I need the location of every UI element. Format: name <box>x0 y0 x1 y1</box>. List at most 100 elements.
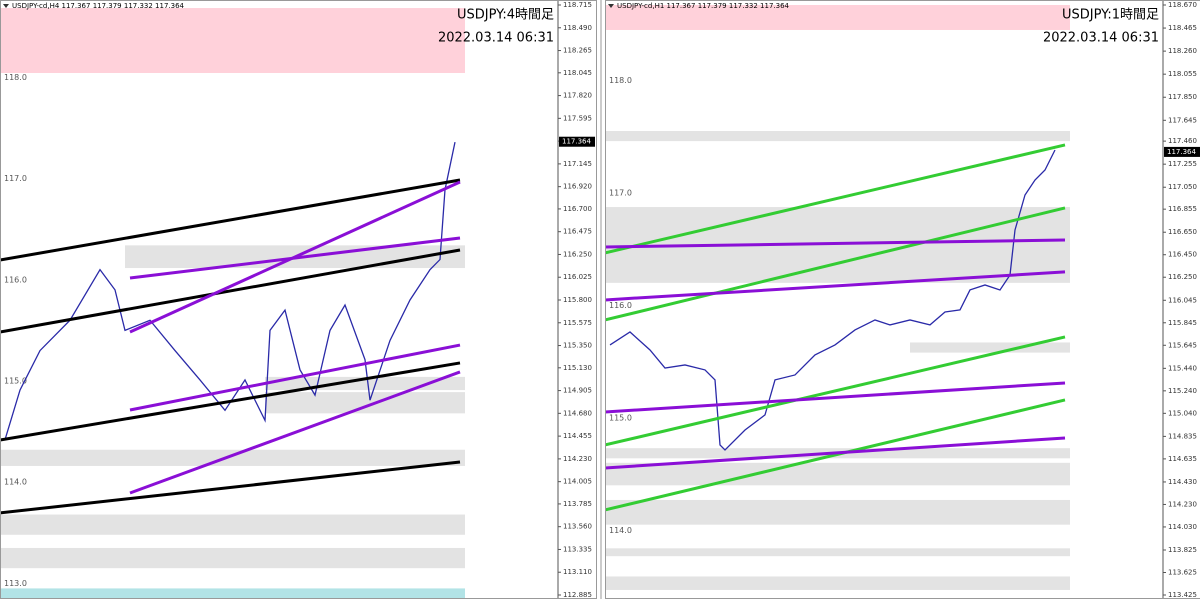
trend-line <box>0 460 461 515</box>
y-tick-label: 117.820 <box>563 92 592 100</box>
level-label: 113.0 <box>4 579 27 588</box>
y-tick-label: 116.250 <box>563 250 592 258</box>
chart-subtitle: 2022.03.14 06:31 <box>438 31 554 46</box>
header-arrow <box>3 4 9 8</box>
trend-line <box>605 238 1066 249</box>
trend-line <box>605 143 1066 255</box>
trend-line <box>129 343 461 412</box>
chart-subtitle: 2022.03.14 06:31 <box>1043 31 1159 46</box>
y-tick-label: 118.715 <box>563 1 592 9</box>
chart-header: USDJPY-cd,H1 117.367 117.379 117.332 117… <box>617 2 790 10</box>
price-zone <box>605 548 1070 557</box>
y-tick-label: 115.240 <box>1168 387 1197 395</box>
y-tick-label: 118.465 <box>1168 24 1197 32</box>
header-arrow <box>608 4 614 8</box>
level-label: 116.0 <box>609 301 632 310</box>
y-tick-label: 118.055 <box>1168 70 1197 78</box>
y-tick-label: 117.595 <box>563 114 592 122</box>
y-tick-label: 114.230 <box>1168 500 1197 508</box>
y-tick-label: 115.350 <box>563 342 592 350</box>
price-zone <box>605 462 1070 486</box>
price-zone <box>265 392 465 414</box>
chart-header: USDJPY-cd,H4 117.367 117.379 117.332 117… <box>12 2 185 10</box>
y-tick-label: 115.130 <box>563 364 592 372</box>
level-label: 115.0 <box>609 413 632 422</box>
chart-title: USDJPY:1時間足 <box>1062 8 1159 23</box>
y-tick-label: 117.850 <box>1168 93 1197 101</box>
trend-line <box>0 361 461 442</box>
last-price-box <box>1164 146 1200 157</box>
y-tick-label: 114.455 <box>563 432 592 440</box>
trend-line <box>129 180 461 334</box>
price-zone <box>605 207 1070 272</box>
price-zone <box>0 547 465 569</box>
y-tick-label: 115.645 <box>1168 341 1197 349</box>
level-label: 117.0 <box>609 188 632 197</box>
price-zone <box>605 5 1070 30</box>
y-tick-label: 114.030 <box>1168 523 1197 531</box>
trend-line <box>605 335 1066 447</box>
y-tick-label: 118.670 <box>1168 1 1197 9</box>
y-tick-label: 115.040 <box>1168 409 1197 417</box>
y-tick-label: 115.845 <box>1168 319 1197 327</box>
price-zone <box>605 576 1070 590</box>
price-zone <box>0 449 465 466</box>
price-line <box>4 141 456 440</box>
trend-line <box>605 270 1066 302</box>
y-tick-label: 115.440 <box>1168 364 1197 372</box>
y-tick-label: 116.855 <box>1168 205 1197 213</box>
plot-area: 118.0 117.0 116.0 115.0 114.0 113.0 <box>0 8 465 599</box>
y-tick-label: 117.145 <box>563 160 592 168</box>
y-tick-label: 114.430 <box>1168 478 1197 486</box>
level-label: 116.0 <box>4 275 27 284</box>
level-label: 117.0 <box>4 174 27 183</box>
y-tick-label: 118.045 <box>563 69 592 77</box>
y-tick-label: 117.050 <box>1168 183 1197 191</box>
y-tick-label: 113.625 <box>1168 569 1197 577</box>
y-tick-label: 118.490 <box>563 24 592 32</box>
level-label: 115.0 <box>4 376 27 385</box>
y-tick-label: 113.560 <box>563 523 592 531</box>
y-tick-label: 113.785 <box>563 500 592 508</box>
y-tick-label: 116.475 <box>563 228 592 236</box>
y-tick-label: 116.450 <box>1168 251 1197 259</box>
trend-line <box>0 248 461 334</box>
trend-line <box>605 381 1066 414</box>
y-tick-label: 115.800 <box>563 296 592 304</box>
y-tick-label: 117.645 <box>1168 116 1197 124</box>
y-tick-label: 114.635 <box>1168 455 1197 463</box>
level-label: 114.0 <box>4 478 27 487</box>
y-tick-label: 116.920 <box>563 183 592 191</box>
y-tick-label: 118.265 <box>563 47 592 55</box>
trend-line <box>605 436 1066 470</box>
last-price-label: 117.364 <box>1167 148 1196 156</box>
y-tick-label: 114.680 <box>563 409 592 417</box>
level-label: 118.0 <box>4 73 27 82</box>
trend-line <box>0 178 461 262</box>
chart-panel: 118.0 117.0 116.0 115.0 114.0 118.670 118.465 1… <box>605 0 1200 599</box>
y-tick-label: 116.045 <box>1168 296 1197 304</box>
price-zone <box>605 130 1070 142</box>
price-zone <box>0 8 465 74</box>
price-zone <box>0 588 465 599</box>
trend-line <box>605 398 1066 512</box>
y-tick-label: 113.110 <box>563 568 592 576</box>
y-tick-label: 117.460 <box>1168 137 1197 145</box>
chart-title: USDJPY:4時間足 <box>457 8 554 23</box>
y-tick-label: 116.025 <box>563 273 592 281</box>
y-tick-label: 113.335 <box>563 545 592 553</box>
chart-panel: 118.0 117.0 116.0 115.0 114.0 113.0 118.715 118… <box>0 0 597 599</box>
y-tick-label: 114.835 <box>1168 432 1197 440</box>
y-tick-label: 116.650 <box>1168 228 1197 236</box>
y-tick-label: 118.260 <box>1168 47 1197 55</box>
plot-area: 118.0 117.0 116.0 115.0 114.0 <box>605 5 1070 590</box>
last-price-label: 117.364 <box>562 138 591 146</box>
last-price-box <box>559 136 595 147</box>
y-tick-label: 116.250 <box>1168 273 1197 281</box>
trend-line <box>605 206 1066 322</box>
level-label: 114.0 <box>609 526 632 535</box>
y-tick-label: 117.255 <box>1168 160 1197 168</box>
price-zone <box>605 499 1070 525</box>
level-label: 118.0 <box>609 76 632 85</box>
